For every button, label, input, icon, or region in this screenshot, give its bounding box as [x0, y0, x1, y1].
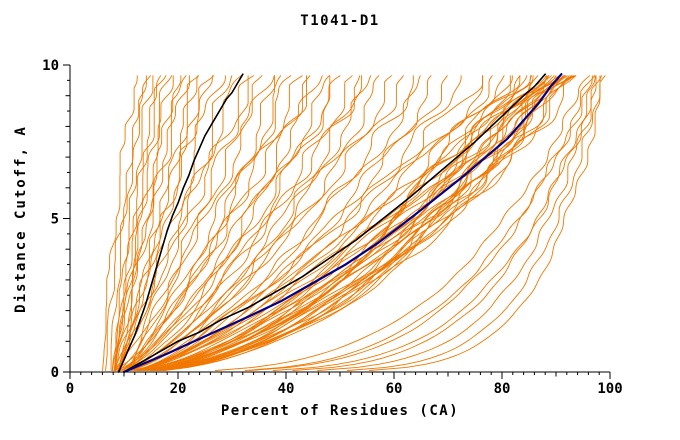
ensemble-curve	[162, 75, 576, 371]
ensemble-curve	[115, 75, 173, 371]
ensemble-curve	[369, 75, 606, 371]
ensemble-curve	[113, 75, 174, 371]
x-tick-label: 80	[494, 381, 511, 397]
ensemble-curve	[122, 75, 311, 371]
ensemble-curve	[248, 75, 595, 371]
ensemble-curve	[317, 75, 597, 371]
ensemble-curve	[113, 75, 162, 371]
ensemble-curve	[272, 75, 603, 371]
ensemble-curve	[137, 75, 521, 371]
ensemble-curve	[120, 75, 276, 371]
ensemble-curve	[150, 75, 564, 371]
ensemble-curve	[119, 75, 361, 371]
ensemble-curve	[137, 75, 493, 371]
ensemble-curve	[115, 75, 249, 371]
y-tick-label: 10	[42, 58, 59, 74]
ensemble-curve	[136, 75, 547, 371]
x-tick-label: 100	[597, 381, 622, 397]
ensemble-curve	[113, 75, 275, 371]
x-tick-label: 0	[66, 381, 74, 397]
ensemble-curve	[244, 75, 593, 371]
x-tick-label: 60	[386, 381, 403, 397]
ensemble-curve	[117, 75, 330, 371]
x-axis-label: Percent of Residues (CA)	[220, 403, 460, 419]
ensemble-curve	[159, 75, 570, 371]
y-tick-label: 0	[51, 365, 59, 381]
y-tick-label: 5	[51, 212, 59, 228]
ensemble-curve	[115, 75, 167, 371]
x-tick-label: 40	[278, 381, 295, 397]
ensemble-curve	[117, 75, 213, 371]
x-tick-label: 20	[170, 381, 187, 397]
ensemble-curve	[114, 75, 215, 371]
ensemble-curve	[117, 75, 199, 371]
ensemble-curve	[118, 75, 254, 371]
ensemble-curve	[143, 75, 539, 371]
ensemble-curve	[128, 75, 393, 371]
axis-frame	[69, 65, 610, 373]
ensemble-curve	[292, 75, 596, 371]
chart-title: T1041-D1	[300, 13, 380, 29]
ensemble-curve	[125, 75, 307, 371]
ensemble-curve	[136, 75, 484, 371]
ensemble-curve	[110, 75, 147, 371]
ensemble-curve	[129, 75, 421, 371]
ensemble-curve	[137, 75, 513, 371]
ensemble-curve	[150, 75, 552, 371]
ensemble-curve	[102, 75, 138, 371]
ensemble-curve	[214, 75, 591, 371]
reference-model-2-curve	[123, 73, 546, 373]
ensemble-curve	[163, 75, 573, 371]
ensemble-curve	[117, 75, 182, 371]
ensemble-curve	[113, 75, 190, 371]
ensemble-curve	[121, 75, 282, 371]
ensemble-curve	[130, 75, 505, 371]
ensemble-curve	[119, 75, 404, 371]
ensemble-curve	[138, 75, 511, 371]
ensemble-curve	[157, 75, 577, 371]
ensemble-curve	[162, 75, 575, 371]
ensemble-curve	[126, 75, 233, 371]
highlighted-model-curve	[122, 73, 563, 374]
reference-model-1-curve	[117, 73, 244, 373]
ensemble-curve	[138, 75, 562, 371]
ensemble-curve	[153, 75, 565, 371]
ensemble-curve	[134, 75, 448, 371]
ensemble-curve	[126, 75, 323, 371]
ensemble-curve	[346, 75, 601, 371]
ensemble-curve	[113, 75, 242, 371]
ensemble-curve	[105, 75, 151, 371]
ensemble-curve	[133, 75, 414, 371]
ensemble-curve	[111, 75, 187, 371]
ensemble-curve	[133, 75, 363, 371]
ensemble-curve	[150, 75, 574, 371]
y-axis-label: Distance Cutoff, A	[13, 125, 29, 313]
ensemble-curve	[137, 75, 550, 371]
ensemble-curve	[124, 75, 341, 371]
ensemble-curve	[142, 75, 557, 371]
ensemble-curve	[124, 75, 331, 371]
